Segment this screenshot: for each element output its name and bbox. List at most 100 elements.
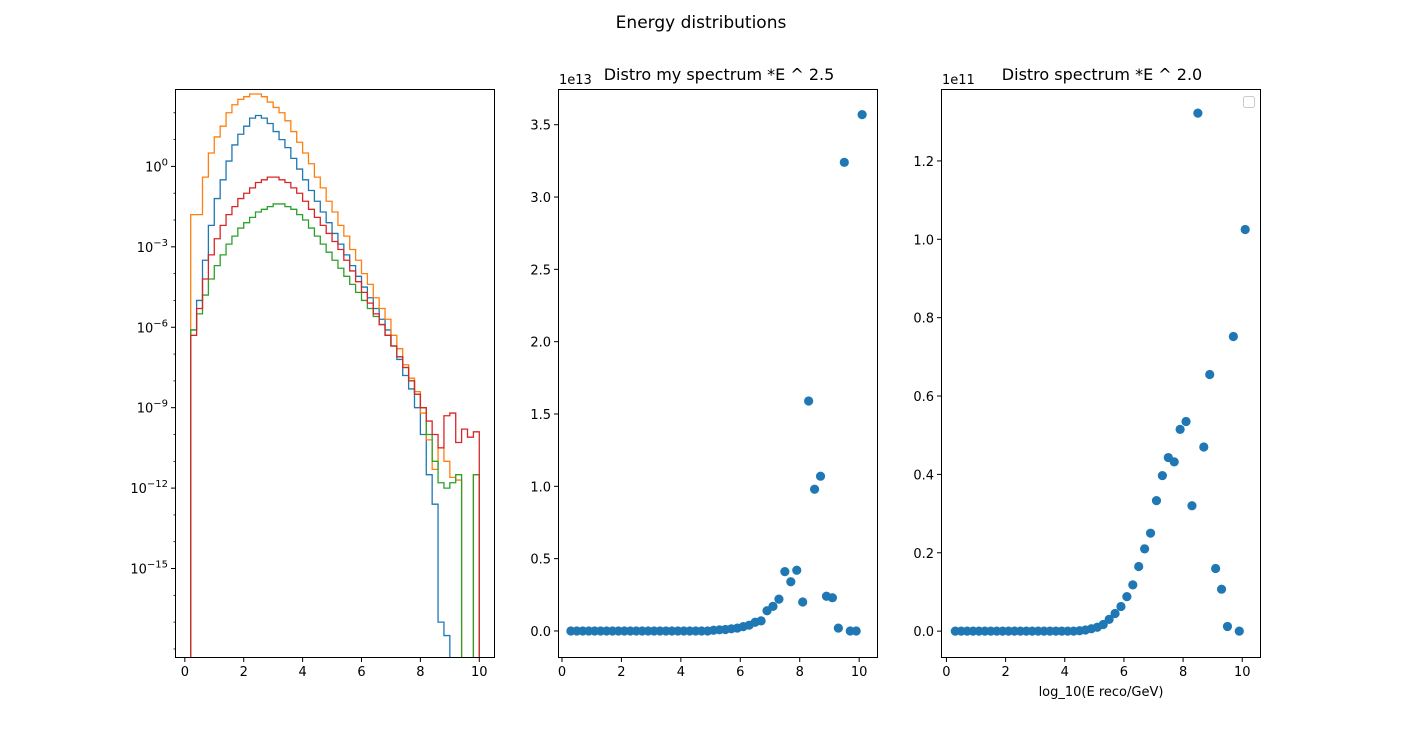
scatter-2-0-point [1128, 580, 1138, 590]
scatter-2-5-point [798, 597, 808, 607]
scatter-2-5-point [851, 626, 861, 636]
scatter-2-0-point [1234, 626, 1244, 636]
scatter-2-0-axes-frame [941, 89, 1261, 658]
scatter-2-5-point [774, 594, 784, 604]
histogram-series-4-step [190, 176, 480, 657]
scatter-2-0-point [1222, 621, 1233, 632]
histogram-series-2-step [190, 93, 480, 657]
histogram-series-3-step [190, 203, 480, 657]
scatter-2-0-point [1157, 470, 1167, 481]
scatter-2-0-point [1193, 108, 1203, 118]
histogram-y-tick-label: 100 [145, 157, 168, 175]
scatter-2-0-point [1104, 614, 1114, 624]
histogram-y-ticks: 100 10−3 10−6 10−9 10−12 10−15 [130, 112, 176, 650]
scatter-2-5-y-tick-label: 2.5 [530, 263, 551, 278]
scatter-2-0-x-ticks: 0 2 4 6 8 10 [942, 657, 1251, 680]
histogram-steps [190, 93, 480, 657]
scatter-2-5-point [809, 484, 820, 494]
scatter-2-0-y-ticks: 0.0 0.2 0.4 0.6 0.8 1.0 1.2 [913, 155, 942, 640]
scatter-2-0-point [1122, 592, 1132, 602]
scatter-2-0-x-tick-label: 4 [1061, 665, 1069, 680]
scatter-2-5-x-tick-label: 2 [617, 665, 625, 680]
scatter-2-0-point [1228, 331, 1238, 342]
scatter-2-0-x-tick-label: 6 [1120, 665, 1128, 680]
histogram-x-tick-label: 2 [240, 665, 248, 680]
scatter-2-0-point [1205, 369, 1215, 380]
histogram-y-tick-label: 10−3 [137, 238, 168, 256]
scatter-2-5-point [839, 157, 849, 167]
scatter-2-5-points [566, 109, 867, 636]
scatter-2-5-title: Distro my spectrum *E ^ 2.5 [604, 65, 835, 84]
scatter-2-0-offset-text: 1e11 [942, 73, 975, 88]
scatter-2-5-x-tick-label: 6 [736, 665, 744, 680]
scatter-2-5-y-tick-label: 3.5 [530, 119, 551, 134]
scatter-2-5-point [857, 109, 867, 120]
scatter-2-0-point [1134, 561, 1144, 572]
scatter-2-5-point [792, 565, 802, 575]
histogram-y-tick-label: 10−6 [137, 318, 168, 336]
scatter-2-0-point [1145, 528, 1156, 538]
scatter-2-0-y-tick-label: 0.0 [913, 625, 934, 640]
histogram-x-tick-label: 10 [471, 665, 488, 680]
scatter-panel-2-0: Distro spectrum *E ^ 2.0 1e11 0 2 4 6 8 10 0.… [913, 65, 1261, 700]
histogram-y-tick-label: 10−9 [137, 399, 168, 417]
scatter-2-0-point [1110, 608, 1120, 619]
scatter-2-0-x-tick-label: 0 [942, 665, 950, 680]
scatter-2-0-y-tick-label: 0.4 [913, 468, 934, 483]
scatter-2-0-title: Distro spectrum *E ^ 2.0 [1002, 65, 1202, 84]
scatter-2-5-point [833, 623, 843, 633]
scatter-2-5-point [780, 567, 790, 577]
histogram-x-ticks: 0 2 4 6 8 10 [181, 657, 488, 680]
scatter-2-0-point [1240, 224, 1250, 235]
histogram-x-tick-label: 8 [416, 665, 424, 680]
scatter-2-5-y-tick-label: 0.5 [530, 553, 551, 568]
histogram-x-tick-label: 4 [298, 665, 306, 680]
scatter-2-0-x-tick-label: 2 [1001, 665, 1009, 680]
scatter-2-5-y-ticks: 0.0 0.5 1.0 1.5 2.0 2.5 3.0 3.5 [530, 119, 559, 640]
scatter-2-5-x-tick-label: 10 [851, 665, 868, 680]
scatter-panel-2-5: Distro my spectrum *E ^ 2.5 1e13 0 2 4 6 8 10… [530, 65, 878, 680]
scatter-2-5-point [804, 396, 814, 406]
scatter-2-0-x-axis-label: log_10(E reco/GeV) [1039, 685, 1164, 700]
histogram-series-1-step [190, 114, 451, 657]
scatter-2-5-point [827, 593, 838, 603]
scatter-2-5-y-tick-label: 0.0 [530, 625, 551, 640]
scatter-2-5-x-tick-label: 0 [558, 665, 566, 680]
scatter-2-0-point [1187, 501, 1197, 511]
scatter-2-0-point [1116, 601, 1126, 612]
scatter-2-0-y-tick-label: 0.2 [913, 547, 934, 562]
scatter-2-5-y-tick-label: 2.0 [530, 336, 551, 351]
histogram-x-tick-label: 0 [181, 665, 189, 680]
figure-title: Energy distributions [616, 13, 787, 33]
scatter-2-5-point [756, 616, 766, 626]
scatter-2-5-point [768, 601, 778, 611]
scatter-2-0-y-tick-label: 1.2 [913, 155, 934, 170]
scatter-2-0-y-tick-label: 0.6 [913, 390, 934, 405]
histogram-axes-frame [175, 89, 495, 658]
scatter-2-5-x-tick-label: 4 [677, 665, 685, 680]
scatter-2-0-x-tick-label: 10 [1234, 665, 1251, 680]
scatter-2-0-point [1151, 496, 1162, 506]
scatter-2-0-points [950, 108, 1250, 636]
scatter-2-0-point [1216, 584, 1227, 594]
histogram-y-tick-label: 10−15 [130, 560, 168, 578]
histogram-x-tick-label: 6 [357, 665, 365, 680]
histogram-panel: 0 2 4 6 8 10 100 10−3 10−6 10−9 10−12 10−15 [130, 89, 495, 680]
scatter-2-5-x-ticks: 0 2 4 6 8 10 [558, 657, 868, 680]
scatter-2-5-y-tick-label: 1.5 [530, 408, 551, 423]
scatter-2-0-point [1199, 442, 1209, 452]
scatter-2-0-y-tick-label: 1.0 [913, 233, 934, 248]
scatter-2-5-point [786, 577, 796, 587]
scatter-2-5-y-tick-label: 3.0 [530, 191, 551, 206]
scatter-2-0-point [1175, 424, 1185, 434]
histogram-y-tick-label: 10−12 [130, 479, 168, 497]
scatter-2-5-y-tick-label: 1.0 [530, 480, 551, 495]
scatter-2-0-x-tick-label: 8 [1179, 665, 1187, 680]
scatter-2-0-point [1140, 544, 1150, 554]
scatter-2-5-point [815, 471, 826, 481]
empty-legend-box [1243, 96, 1255, 108]
scatter-2-5-axes-frame [558, 89, 878, 658]
scatter-2-0-point [1181, 416, 1191, 427]
scatter-2-0-point [1169, 457, 1179, 467]
